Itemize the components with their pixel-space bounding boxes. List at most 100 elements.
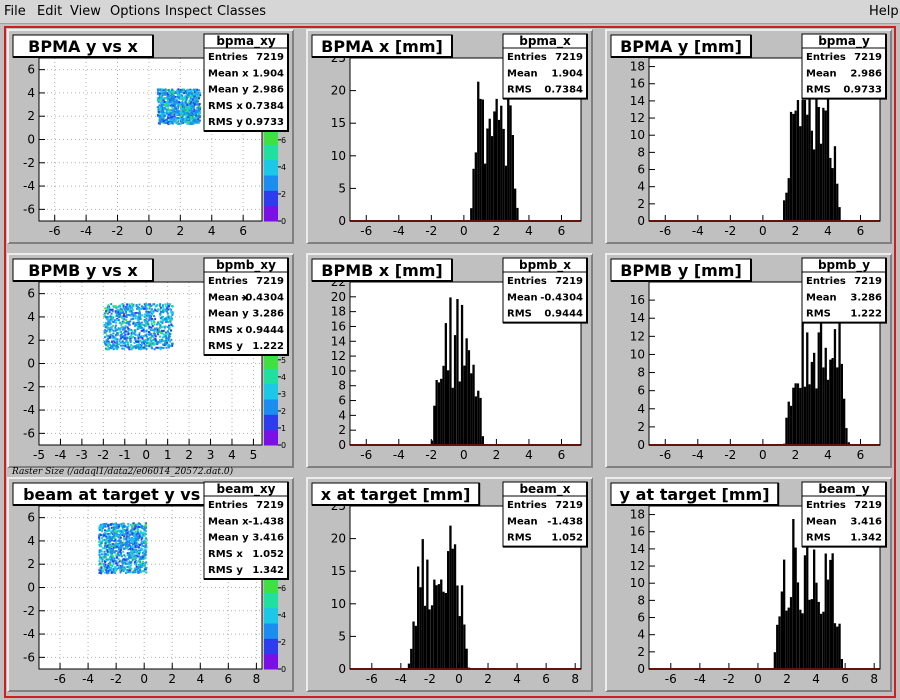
scatter-point	[163, 326, 166, 329]
scatter-point	[134, 558, 136, 561]
scatter-point	[155, 327, 158, 330]
root-canvas[interactable]: -6 -4 -2 0 2 4 6 -6 -4 -2 0 2 4 6 0 2 4 6 BPMA y vs x bpma_…	[4, 26, 896, 698]
scatter-point	[197, 107, 200, 110]
scatter-point	[138, 308, 141, 311]
scatter-point	[135, 533, 138, 536]
menu-options[interactable]: Options	[110, 4, 161, 19]
scatter-point	[149, 343, 152, 346]
scatter-point	[109, 323, 112, 326]
scatter-point	[111, 522, 114, 525]
scatter-point	[111, 552, 114, 555]
scatter-point	[98, 538, 101, 541]
menu-file[interactable]: File	[4, 4, 26, 19]
scatter-point	[98, 527, 101, 529]
title-border	[311, 258, 453, 282]
hist-bin	[456, 585, 459, 669]
scatter-point	[191, 98, 194, 101]
hist-bin	[486, 128, 489, 221]
title-box	[611, 35, 751, 57]
scatter-point	[132, 305, 135, 308]
scatter-point	[167, 333, 170, 336]
scatter-point	[124, 561, 127, 564]
scatter-point	[131, 538, 134, 540]
palette-tick-label: 0	[281, 665, 286, 674]
scatter-point	[183, 97, 186, 100]
scatter-point	[141, 536, 144, 539]
x-tick-label: 2	[484, 672, 492, 686]
scatter-point	[167, 308, 170, 311]
scatter-point	[126, 542, 129, 545]
x-tick-label: -6	[360, 448, 372, 462]
scatter-point	[130, 309, 133, 312]
scatter-point	[169, 320, 172, 323]
scatter-point	[180, 103, 183, 106]
scatter-point	[103, 336, 106, 339]
scatter-point	[122, 558, 125, 561]
scatter-point	[138, 558, 141, 561]
pad-title-text: BPMA x [mm]	[321, 37, 443, 56]
scatter-point	[165, 320, 168, 323]
stats-name: bpmb_y	[818, 258, 870, 273]
scatter-point	[173, 119, 176, 122]
scatter-point	[164, 111, 167, 114]
scatter-point	[116, 562, 119, 565]
scatter-point	[192, 110, 195, 113]
scatter-point	[124, 342, 127, 345]
scatter-point	[162, 336, 165, 338]
scatter-point	[178, 98, 181, 101]
menu-edit[interactable]: Edit	[37, 4, 63, 19]
scatter-point	[138, 571, 140, 574]
scatter-point	[121, 317, 124, 320]
scatter-point	[125, 534, 128, 537]
scatter-point	[145, 303, 148, 305]
x-tick-label: 0	[145, 224, 153, 238]
scatter-point	[144, 303, 147, 306]
x-tick-label: 4	[824, 224, 832, 238]
menu-view[interactable]: View	[70, 4, 101, 19]
scatter-point	[113, 344, 116, 347]
menu-help[interactable]: Help	[869, 4, 899, 19]
scatter-point	[136, 339, 139, 342]
scatter-point	[138, 312, 140, 315]
scatter-point	[118, 554, 120, 557]
scatter-point	[108, 348, 110, 351]
scatter-point	[195, 94, 197, 97]
scatter-point	[105, 558, 108, 561]
scatter-point	[114, 538, 117, 541]
scatter-point	[170, 322, 173, 325]
menu-classes[interactable]: Classes	[217, 4, 266, 19]
stats-value: -1.438	[248, 516, 284, 527]
hist-bin	[785, 610, 788, 669]
scatter-point	[181, 89, 184, 91]
scatter-point	[166, 118, 168, 121]
scatter-point	[100, 545, 103, 548]
scatter-point	[136, 536, 139, 539]
scatter-point	[171, 120, 174, 123]
scatter-point	[162, 320, 165, 323]
scatter-point	[112, 530, 115, 533]
menu-inspect[interactable]: Inspect	[165, 4, 213, 19]
scatter-point	[104, 326, 107, 328]
scatter-point	[116, 338, 119, 341]
x-tick-label: -2	[425, 448, 437, 462]
scatter-point	[164, 91, 167, 94]
